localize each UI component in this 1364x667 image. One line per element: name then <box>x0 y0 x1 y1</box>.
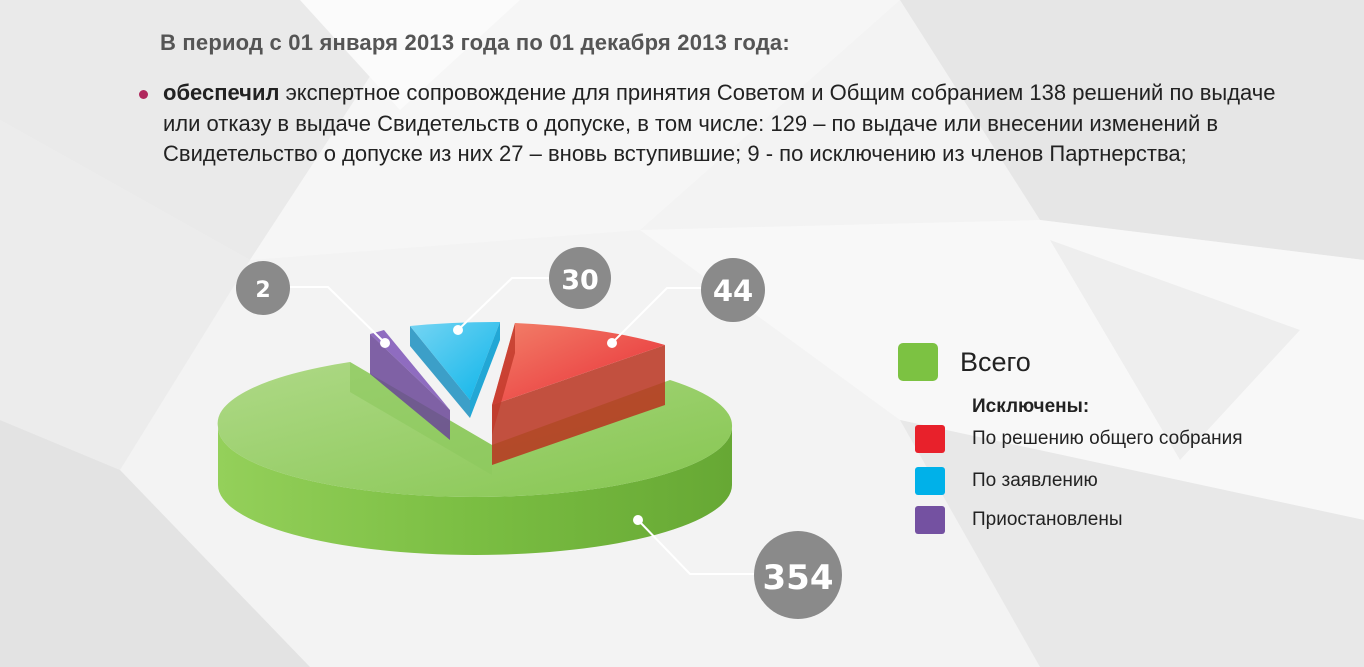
paragraph-text: экспертное сопровождение для принятия Со… <box>163 80 1276 166</box>
legend-label-application: По заявлению <box>972 470 1098 491</box>
callout-354: 354 <box>633 515 842 619</box>
bullet-dot-icon <box>139 90 148 99</box>
slice-suspended-2 <box>370 330 450 440</box>
slice-application-30 <box>410 321 500 418</box>
data-label-354: 354 <box>763 558 834 598</box>
slice-total-354 <box>217 362 733 555</box>
callout-2: 2 <box>236 261 390 348</box>
legend-swatch-meeting <box>915 425 945 453</box>
legend-item-application: По заявлению <box>915 467 1098 495</box>
legend-swatch-suspended <box>915 506 945 534</box>
callout-44: 44 <box>607 258 765 348</box>
page-heading: В период с 01 января 2013 года по 01 дек… <box>160 30 790 55</box>
legend-item-total: Всего <box>898 343 1031 381</box>
data-label-30: 30 <box>561 265 599 296</box>
legend-swatch-total <box>898 343 938 381</box>
slice-meeting-44 <box>492 323 665 465</box>
data-label-2: 2 <box>255 278 270 303</box>
legend-label-total: Всего <box>960 346 1031 377</box>
description-paragraph: обеспечил экспертное сопровождение для п… <box>163 78 1283 170</box>
callout-30: 30 <box>453 247 611 335</box>
paragraph-bold-lead: обеспечил <box>163 80 280 105</box>
legend-swatch-application <box>915 467 945 495</box>
legend-item-meeting: По решению общего собрания <box>915 425 1243 453</box>
legend-item-suspended: Приостановлены <box>915 506 1122 534</box>
data-label-44: 44 <box>713 274 753 308</box>
legend-label-suspended: Приостановлены <box>972 509 1123 530</box>
legend-label-meeting: По решению общего собрания <box>972 428 1243 449</box>
legend-subtitle: Исключены: <box>972 396 1090 417</box>
